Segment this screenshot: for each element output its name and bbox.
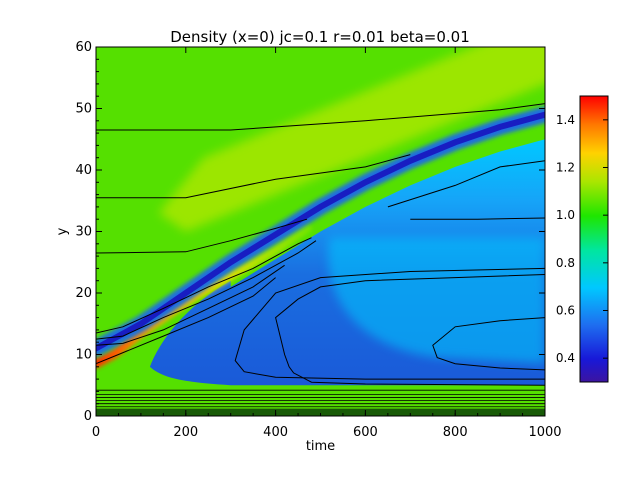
chart-title: Density (x=0) jc=0.1 r=0.01 beta=0.01 (170, 28, 470, 46)
contour-line (432, 317, 545, 371)
contour-line (96, 277, 276, 365)
y-axis-label: y (55, 227, 70, 235)
boundary-dark-layer (96, 408, 545, 416)
contour-line (275, 274, 545, 386)
colorbar-tick-label: 0.8 (556, 256, 575, 270)
y-tick-label: 20 (75, 286, 92, 301)
contour-line (96, 103, 545, 131)
y-tick-label: 10 (75, 348, 92, 363)
light-band (158, 47, 545, 232)
boundary-layer-contours (96, 389, 545, 416)
contour-line (410, 217, 545, 220)
contour-line (96, 264, 285, 346)
colorbar-tick-label: 0.6 (556, 304, 575, 318)
contour-line (387, 160, 545, 208)
x-tick-label: 0 (92, 425, 100, 440)
colorbar-tick-label: 1.2 (556, 161, 575, 175)
x-tick-label: 800 (443, 425, 468, 440)
colorbar-tick-label: 1.0 (556, 208, 575, 222)
contour-line (96, 237, 312, 334)
contour-line (96, 240, 317, 340)
x-tick-label: 600 (353, 425, 378, 440)
contour-line (234, 267, 545, 380)
contour-line (96, 218, 308, 254)
y-tick-label: 30 (75, 225, 92, 240)
contour-lines (96, 103, 545, 386)
colorbar: 0.4 0.6 0.8 1.0 1.2 1.4 (556, 95, 609, 383)
plot-area (96, 47, 545, 416)
y-tick-label: 40 (75, 163, 92, 178)
depletion-front-core (96, 111, 545, 352)
y-tick-label: 60 (75, 40, 92, 55)
y-tick-label: 0 (84, 409, 92, 424)
x-tick-label: 1000 (528, 425, 561, 440)
x-axis: 0 200 400 600 800 1000 (92, 47, 562, 440)
y-tick-label: 50 (75, 102, 92, 117)
x-axis-label: time (306, 439, 335, 454)
contour-line (96, 154, 411, 199)
x-tick-label: 200 (173, 425, 198, 440)
colorbar-gradient (579, 95, 609, 383)
colorbar-tick-label: 1.4 (556, 113, 575, 127)
colorbar-tick-label: 0.4 (556, 351, 575, 365)
y-axis: 0 10 20 30 40 50 60 (75, 40, 545, 424)
colorbar-ticks: 0.4 0.6 0.8 1.0 1.2 1.4 (556, 113, 608, 365)
x-tick-label: 400 (263, 425, 288, 440)
